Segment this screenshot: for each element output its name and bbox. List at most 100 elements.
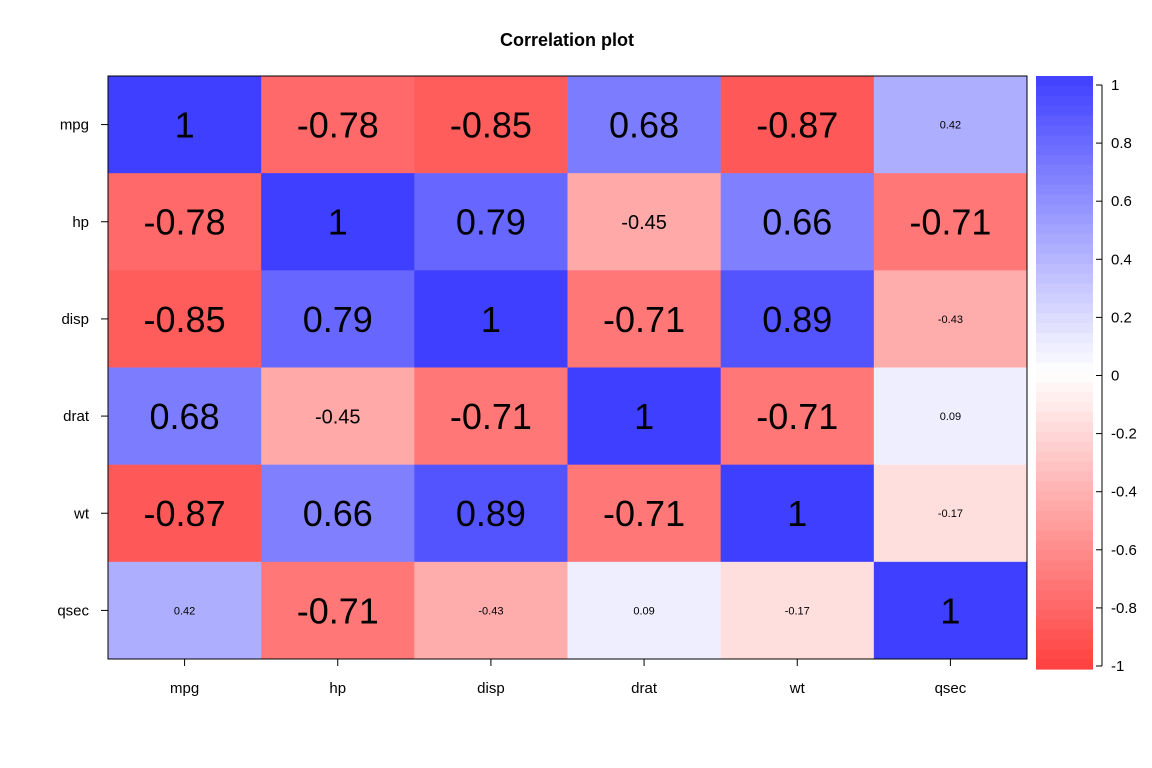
cell-label-drat-drat: 1 xyxy=(634,396,654,437)
colorbar-tick-label: -0.8 xyxy=(1111,600,1137,617)
colorbar-tick-label: -0.4 xyxy=(1111,484,1137,501)
colorbar-swatch xyxy=(1036,560,1093,571)
colorbar-tick-label: 0.8 xyxy=(1111,135,1132,152)
y-tick-label-qsec: qsec xyxy=(57,602,89,619)
heatmap-cell-wt-mpg xyxy=(108,464,262,563)
y-tick-label-drat: drat xyxy=(63,408,90,425)
colorbar-swatch xyxy=(1036,174,1093,186)
colorbar-tick-label: -0.6 xyxy=(1111,542,1137,559)
colorbar-swatch xyxy=(1036,421,1093,433)
colorbar-swatch xyxy=(1036,461,1093,472)
y-tick-label-hp: hp xyxy=(72,214,89,231)
cell-label-wt-wt: 1 xyxy=(787,493,807,534)
heatmap-cell-qsec-drat xyxy=(567,561,722,660)
colorbar-swatch xyxy=(1036,510,1093,522)
colorbar-tick-label: 0.2 xyxy=(1111,309,1132,326)
colorbar-swatch xyxy=(1036,372,1093,383)
y-tick-label-mpg: mpg xyxy=(60,117,89,134)
plot-frame xyxy=(107,75,1028,660)
heatmap-cell-disp-hp xyxy=(261,270,415,368)
cell-label-mpg-hp: -0.78 xyxy=(297,105,379,146)
cell-label-hp-hp: 1 xyxy=(328,202,348,243)
colorbar-swatch xyxy=(1036,362,1093,374)
heatmap-cell-hp-mpg xyxy=(108,173,262,271)
heatmap-cell-drat-disp xyxy=(414,367,568,466)
heatmap-cell-mpg-drat xyxy=(567,76,722,174)
cell-label-hp-mpg: -0.78 xyxy=(144,202,226,243)
colorbar-swatch xyxy=(1036,352,1093,364)
colorbar-swatch xyxy=(1036,589,1093,601)
heatmap-cell-drat-mpg xyxy=(108,367,262,466)
colorbar-swatch xyxy=(1036,629,1093,640)
colorbar-swatch xyxy=(1036,520,1093,532)
heatmap-cell-drat-hp xyxy=(261,367,415,466)
heatmap-cell-drat-qsec xyxy=(873,367,1028,466)
colorbar-swatch xyxy=(1036,224,1093,235)
colorbar-swatch xyxy=(1036,491,1093,502)
colorbar-swatch xyxy=(1036,204,1093,215)
colorbar-swatch xyxy=(1036,530,1093,542)
colorbar-legend: 1 0.8 0.6 0.4 0.2 0 -0.2 -0.4 -0.6 -0.8 -1 xyxy=(1036,76,1137,675)
heatmap-cell-qsec-hp xyxy=(261,561,415,660)
cell-label-wt-disp: 0.89 xyxy=(456,493,526,534)
cell-label-qsec-mpg: 0.42 xyxy=(174,605,195,617)
y-axis: mpg hp disp drat wt qsec xyxy=(57,117,108,619)
heatmap-cell-disp-disp xyxy=(414,270,568,368)
cell-label-hp-disp: 0.79 xyxy=(456,202,526,243)
heatmap-cell-wt-qsec xyxy=(873,464,1028,563)
x-tick-label-wt: wt xyxy=(789,680,806,697)
x-tick-label-mpg: mpg xyxy=(170,680,199,697)
colorbar-swatch xyxy=(1036,570,1093,581)
colorbar-swatch xyxy=(1036,332,1093,344)
cell-label-mpg-wt: -0.87 xyxy=(756,105,838,146)
heatmap-cell-qsec-qsec xyxy=(873,561,1028,660)
chart-title: Correlation plot xyxy=(500,30,634,50)
x-axis: mpg hp disp drat wt qsec xyxy=(170,659,967,697)
colorbar-swatch xyxy=(1036,580,1093,591)
cell-label-disp-disp: 1 xyxy=(481,299,501,340)
x-tick-label-drat: drat xyxy=(631,680,658,697)
colorbar-swatch xyxy=(1036,619,1093,631)
colorbar-swatch xyxy=(1036,402,1093,413)
colorbar-swatch xyxy=(1036,342,1093,354)
heatmap-cell-labels: 1 -0.78 -0.85 0.68 -0.87 0.42 -0.78 1 0.79 -0.45 0… xyxy=(144,105,992,632)
colorbar-swatch xyxy=(1036,164,1093,176)
heatmap-cell-wt-drat xyxy=(567,464,722,563)
colorbar-tick-label: 1 xyxy=(1111,77,1119,94)
colorbar-swatch xyxy=(1036,95,1093,107)
cell-label-disp-hp: 0.79 xyxy=(303,299,373,340)
heatmap-cell-drat-wt xyxy=(720,367,875,466)
cell-label-disp-qsec: -0.43 xyxy=(938,314,963,326)
cell-label-qsec-disp: -0.43 xyxy=(478,605,503,617)
heatmap-cell-wt-disp xyxy=(414,464,568,563)
cell-label-wt-drat: -0.71 xyxy=(603,493,685,534)
cell-label-wt-hp: 0.66 xyxy=(303,493,373,534)
heatmap-cell-mpg-mpg xyxy=(108,76,262,174)
colorbar-swatch xyxy=(1036,155,1093,166)
colorbar-swatch xyxy=(1036,471,1093,482)
cell-label-mpg-qsec: 0.42 xyxy=(940,120,961,132)
colorbar-swatch xyxy=(1036,263,1093,275)
colorbar-tick-label: 0 xyxy=(1111,368,1119,385)
heatmap-cell-hp-drat xyxy=(567,173,722,271)
heatmap-cell-hp-disp xyxy=(414,173,568,271)
heatmap-cell-hp-hp xyxy=(261,173,415,271)
colorbar-swatch xyxy=(1036,184,1093,196)
colorbar-tick-label: -0.2 xyxy=(1111,426,1137,443)
colorbar-swatch xyxy=(1036,105,1093,117)
cell-label-mpg-mpg: 1 xyxy=(175,105,195,146)
heatmap-cell-disp-drat xyxy=(567,270,722,368)
colorbar-swatch xyxy=(1036,135,1093,146)
colorbar-swatch xyxy=(1036,273,1093,285)
heatmap-cell-mpg-hp xyxy=(261,76,415,174)
heatmap-cell-drat-drat xyxy=(567,367,722,466)
colorbar-swatch xyxy=(1036,659,1093,670)
cell-label-drat-wt: -0.71 xyxy=(756,396,838,437)
heatmap-cell-wt-wt xyxy=(720,464,875,563)
colorbar-swatch xyxy=(1036,451,1093,463)
heatmap-cell-disp-qsec xyxy=(873,270,1028,368)
colorbar-swatch xyxy=(1036,649,1093,660)
colorbar-swatch xyxy=(1036,145,1093,156)
heatmap-cell-mpg-disp xyxy=(414,76,568,174)
colorbar-swatch xyxy=(1036,500,1093,512)
